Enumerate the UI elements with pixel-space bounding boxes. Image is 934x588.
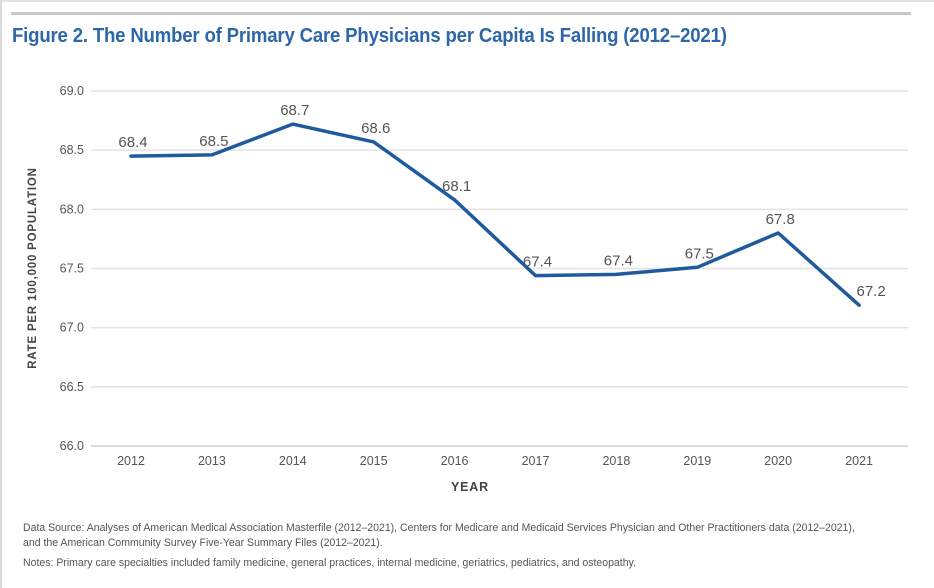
data-label: 68.6	[361, 120, 390, 137]
y-tick-label: 68.0	[60, 202, 84, 216]
data-label: 68.1	[442, 178, 471, 195]
data-source-note: Data Source: Analyses of American Medica…	[23, 522, 855, 549]
y-tick-label: 68.5	[60, 143, 84, 157]
x-tick-label: 2018	[602, 454, 630, 468]
x-tick-label: 2019	[683, 454, 711, 468]
y-tick-label: 66.5	[60, 380, 84, 394]
y-tick-labels: 66.0 66.5 67.0 67.5 68.0 68.5 69.0	[60, 84, 84, 453]
y-tick-label: 67.5	[60, 262, 84, 276]
frame-left-border	[0, 0, 2, 588]
data-label: 67.4	[523, 254, 552, 271]
x-axis-label: YEAR	[451, 480, 489, 494]
data-label: 68.4	[118, 134, 147, 151]
title-rule	[11, 12, 911, 15]
x-tick-label: 2021	[845, 454, 873, 468]
x-tick-label: 2013	[198, 454, 226, 468]
gridlines	[91, 90, 908, 447]
data-label: 68.5	[199, 133, 228, 150]
data-labels: 68.4 68.5 68.7 68.6 68.1 67.4 67.4 67.5 67.8 67.2	[118, 102, 885, 300]
x-tick-label: 2017	[522, 454, 550, 468]
line-chart: 66.066.567.067.568.068.569.0 2012 2013 201…	[27, 84, 908, 494]
x-tick-label: 2016	[441, 454, 469, 468]
frame-top-border	[0, 0, 934, 2]
data-label: 67.5	[685, 245, 714, 262]
y-tick-label: 69.0	[60, 84, 84, 98]
y-tick-label: 66.0	[60, 439, 84, 453]
y-axis-label: RATE PER 100,000 POPULATION	[27, 167, 39, 368]
data-label: 67.2	[856, 283, 885, 300]
data-label: 67.8	[766, 211, 795, 228]
notes: Notes: Primary care specialties included…	[23, 557, 636, 569]
x-tick-label: 2012	[117, 454, 145, 468]
x-tick-label: 2020	[764, 454, 792, 468]
data-label: 67.4	[604, 252, 633, 269]
x-tick-labels: 2012 2013 2014 2015 2016 2017 2018 2019 2020 2021	[117, 454, 873, 468]
figure-title: Figure 2. The Number of Primary Care Phy…	[12, 25, 727, 47]
x-tick-label: 2014	[279, 454, 307, 468]
series-line	[129, 122, 861, 307]
data-label: 68.7	[280, 102, 309, 119]
y-tick-label: 67.0	[60, 321, 84, 335]
x-tick-label: 2015	[360, 454, 388, 468]
